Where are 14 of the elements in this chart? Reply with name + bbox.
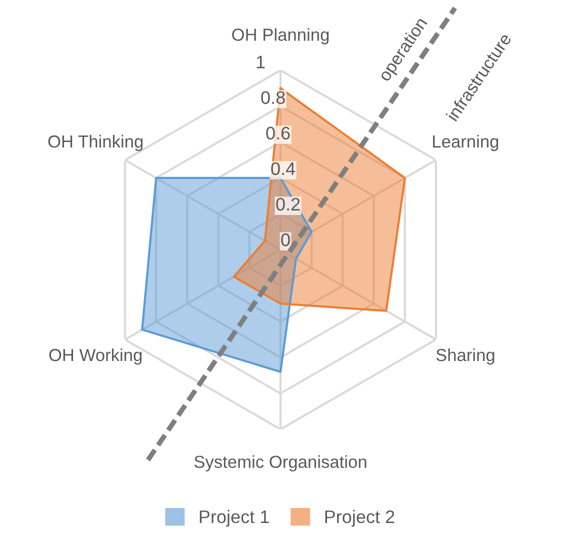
y-tick-label: 0.8 (261, 91, 285, 104)
y-tick-label: 0.4 (271, 162, 296, 176)
y-tick-label: 1 (256, 56, 265, 68)
legend-label: Project 1 (200, 510, 269, 527)
spoke-label: Learning (433, 134, 498, 152)
spoke-label: OH Thinking (48, 134, 143, 152)
spoke-label: OH Planning (232, 28, 329, 44)
spoke-label: Sharing (436, 348, 494, 365)
spoke-label: Systemic Organisation (194, 455, 366, 472)
y-tick-label: 0.2 (276, 198, 300, 211)
y-tick-label: 0 (281, 233, 290, 246)
y-tick-label: 0.6 (266, 126, 290, 140)
legend-label: Project 2 (325, 510, 394, 527)
spoke-label: OH Working (49, 348, 142, 365)
